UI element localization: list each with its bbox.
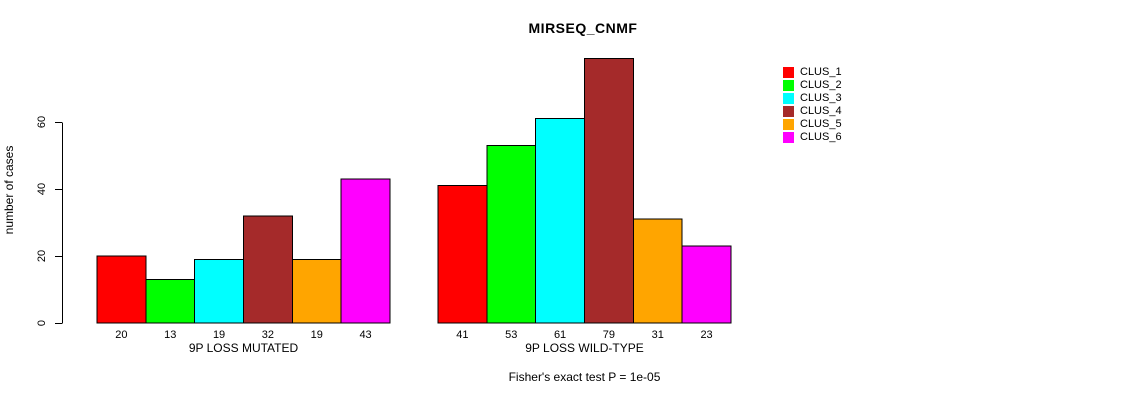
bar-value-label: 31: [652, 329, 664, 341]
bar-CLUS_5-group1: [291, 258, 342, 324]
bar-value-label: 20: [115, 329, 127, 341]
legend-label: CLUS_5: [800, 118, 842, 130]
bar-CLUS_1-group2: [437, 185, 488, 324]
bar-value-label: 53: [505, 329, 517, 341]
legend-item-clus_6: CLUS_6: [783, 131, 842, 144]
legend-swatch-icon: [783, 119, 794, 130]
legend-label: CLUS_4: [800, 105, 842, 117]
bar-CLUS_4-group1: [242, 215, 293, 324]
legend-item-clus_1: CLUS_1: [783, 66, 842, 79]
legend-label: CLUS_1: [800, 66, 842, 78]
legend-item-clus_2: CLUS_2: [783, 79, 842, 92]
y-tick-label: 40: [36, 183, 48, 195]
bar-value-label: 79: [603, 329, 615, 341]
bar-CLUS_1-group1: [96, 255, 147, 324]
bar-value-label: 19: [213, 329, 225, 341]
bar-CLUS_2-group1: [145, 278, 196, 324]
legend: CLUS_1 CLUS_2 CLUS_3 CLUS_4 CLUS_5 CLUS_6: [783, 66, 842, 144]
bar-value-label: 32: [262, 329, 274, 341]
bar-value-label: 61: [554, 329, 566, 341]
legend-item-clus_5: CLUS_5: [783, 118, 842, 131]
bar-value-label: 41: [456, 329, 468, 341]
bar-value-label: 13: [164, 329, 176, 341]
bar-value-label: 19: [311, 329, 323, 341]
x-group-label-mutated: 9P LOSS MUTATED: [188, 341, 299, 355]
legend-label: CLUS_3: [800, 92, 842, 104]
legend-item-clus_3: CLUS_3: [783, 92, 842, 105]
bar-CLUS_5-group2: [632, 218, 683, 324]
bar-value-label: 23: [700, 329, 712, 341]
legend-swatch-icon: [783, 132, 794, 143]
legend-swatch-icon: [783, 67, 794, 78]
legend-swatch-icon: [783, 80, 794, 91]
y-tick-label: 20: [36, 250, 48, 262]
chart-title: MIRSEQ_CNMF: [528, 20, 638, 36]
bar-CLUS_6-group2: [681, 245, 732, 324]
x-group-label-wildtype: 9P LOSS WILD-TYPE: [525, 341, 644, 355]
legend-label: CLUS_2: [800, 79, 842, 91]
legend-item-clus_4: CLUS_4: [783, 105, 842, 118]
y-tick-label: 60: [36, 116, 48, 128]
y-tick-label: 0: [36, 320, 48, 326]
legend-label: CLUS_6: [800, 131, 842, 143]
bar-CLUS_4-group2: [583, 57, 634, 324]
bar-CLUS_2-group2: [486, 144, 537, 324]
fisher-test-annotation: Fisher's exact test P = 1e-05: [508, 370, 661, 384]
bar-value-label: 43: [359, 329, 371, 341]
legend-swatch-icon: [783, 106, 794, 117]
legend-swatch-icon: [783, 93, 794, 104]
bar-CLUS_6-group1: [340, 178, 391, 324]
bar-CLUS_3-group1: [194, 258, 244, 324]
bar-CLUS_3-group2: [535, 118, 585, 324]
